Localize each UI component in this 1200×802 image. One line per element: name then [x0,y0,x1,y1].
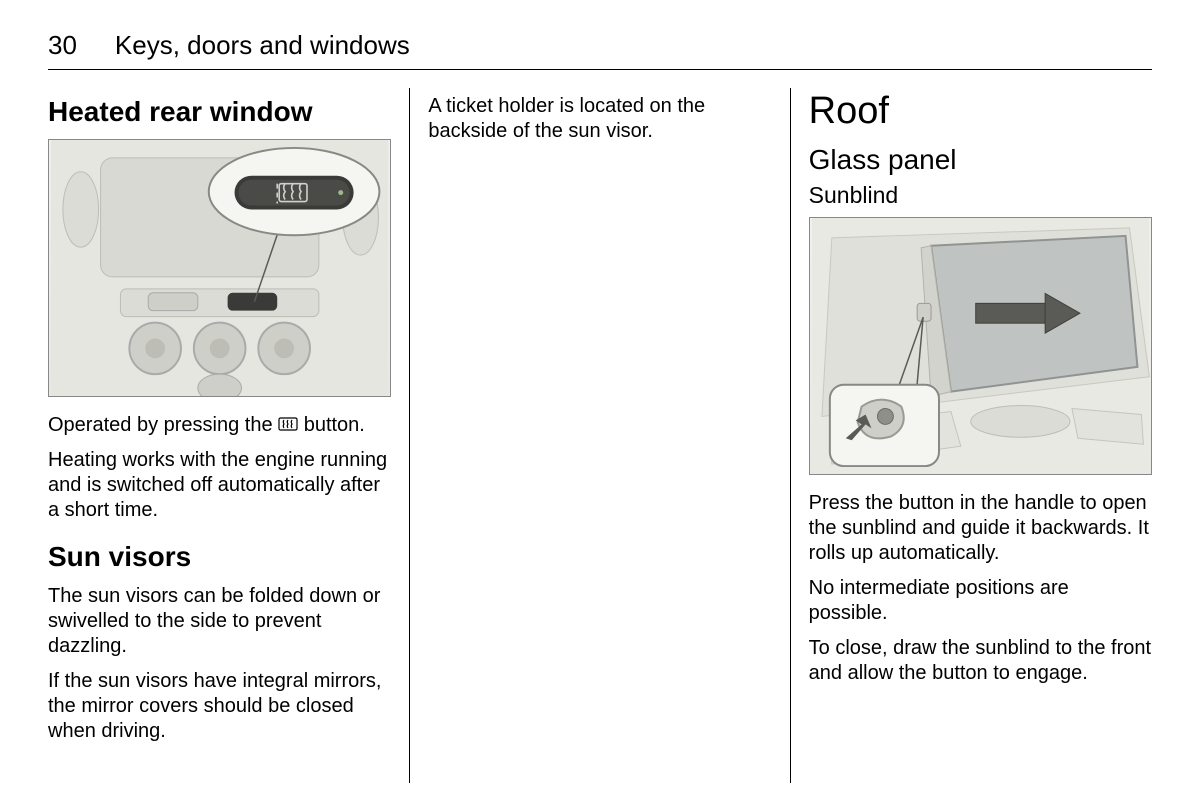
column-separator-2 [790,88,791,783]
sunblind-paragraph-1: Press the button in the handle to open t… [809,491,1152,566]
page-number: 30 [48,30,77,61]
page-header: 30 Keys, doors and windows [48,30,1152,70]
dashboard-illustration [49,140,390,396]
heated-paragraph-1: Operated by pressing the button. [48,413,391,438]
column-separator-1 [409,88,410,783]
manual-page: 30 Keys, doors and windows Heated rear w… [0,0,1200,802]
text-post: button. [298,414,365,436]
sunvisors-paragraph-2: If the sun visors have integral mirrors,… [48,669,391,744]
heading-sun-visors: Sun visors [48,539,391,574]
column-1: Heated rear window [48,88,403,783]
ticket-holder-paragraph: A ticket holder is located on the backsi… [428,94,771,144]
sunvisors-paragraph-1: The sun visors can be folded down or swi… [48,584,391,659]
heading-heated-rear-window: Heated rear window [48,94,391,129]
chapter-title: Keys, doors and windows [115,30,410,61]
content-columns: Heated rear window [48,88,1152,783]
heading-glass-panel: Glass panel [809,142,1152,177]
rear-defrost-icon [278,413,298,438]
figure-sunblind [809,217,1152,475]
figure-dashboard-defrost-button [48,139,391,397]
sunblind-illustration [810,218,1151,474]
column-3: Roof Glass panel Sunblind [797,88,1152,783]
sunblind-paragraph-3: To close, draw the sunblind to the front… [809,636,1152,686]
heated-paragraph-2: Heating works with the engine running an… [48,448,391,523]
sunblind-paragraph-2: No intermediate positions are possible. [809,576,1152,626]
heading-roof: Roof [809,88,1152,136]
heading-sunblind: Sunblind [809,181,1152,210]
column-2: A ticket holder is located on the backsi… [416,88,783,783]
text-pre: Operated by pressing the [48,414,278,436]
